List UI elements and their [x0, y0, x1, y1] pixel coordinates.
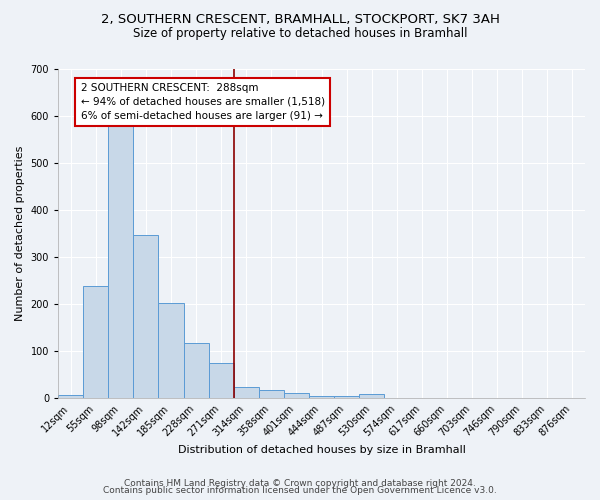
Bar — [334, 396, 359, 398]
Bar — [259, 390, 284, 398]
Y-axis label: Number of detached properties: Number of detached properties — [15, 146, 25, 322]
Bar — [108, 102, 133, 399]
Bar — [83, 286, 108, 399]
Bar — [133, 234, 158, 398]
Bar — [309, 396, 334, 398]
Text: 2 SOUTHERN CRESCENT:  288sqm
← 94% of detached houses are smaller (1,518)
6% of : 2 SOUTHERN CRESCENT: 288sqm ← 94% of det… — [80, 82, 325, 120]
Bar — [284, 392, 309, 398]
Text: 2, SOUTHERN CRESCENT, BRAMHALL, STOCKPORT, SK7 3AH: 2, SOUTHERN CRESCENT, BRAMHALL, STOCKPOR… — [101, 12, 499, 26]
Text: Contains public sector information licensed under the Open Government Licence v3: Contains public sector information licen… — [103, 486, 497, 495]
Bar — [359, 394, 384, 398]
Bar — [184, 343, 209, 398]
Bar — [158, 304, 184, 398]
Bar — [234, 386, 259, 398]
X-axis label: Distribution of detached houses by size in Bramhall: Distribution of detached houses by size … — [178, 445, 466, 455]
Text: Contains HM Land Registry data © Crown copyright and database right 2024.: Contains HM Land Registry data © Crown c… — [124, 478, 476, 488]
Text: Size of property relative to detached houses in Bramhall: Size of property relative to detached ho… — [133, 28, 467, 40]
Bar — [209, 363, 234, 398]
Bar — [58, 394, 83, 398]
